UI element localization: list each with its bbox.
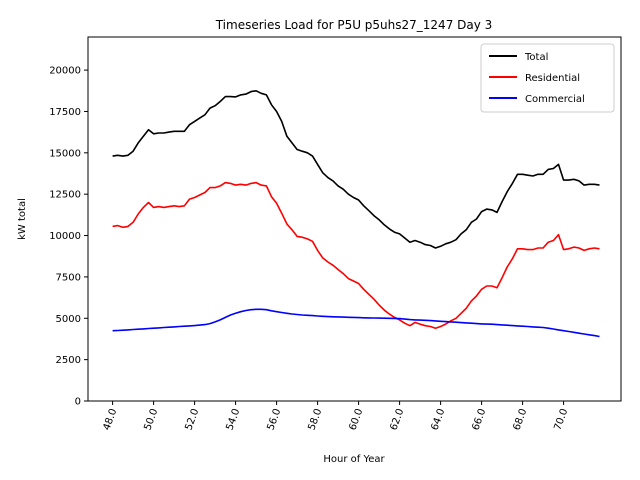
series-line-residential [112, 181, 600, 330]
legend-label-total: Total [524, 52, 548, 63]
series-line-total [112, 90, 600, 249]
y-tick-label: 10000 [49, 231, 81, 242]
legend-label-commercial: Commercial [525, 94, 585, 105]
series-line-commercial [112, 308, 600, 338]
y-tick-label: 7500 [56, 272, 81, 283]
legend-box [480, 43, 615, 113]
y-tick-label: 15000 [49, 148, 81, 159]
y-axis: 0 2500 5000 7500 10000 12500 15000 17500 20000 [49, 66, 88, 408]
y-tick-label: 20000 [49, 66, 81, 77]
y-tick-label: 0 [75, 397, 81, 408]
y-tick-label: 17500 [49, 107, 81, 118]
legend-label-residential: Residential [525, 73, 580, 84]
plot-area [112, 90, 600, 338]
plot-frame [87, 36, 622, 402]
chart-title: Timeseries Load for P5U p5uhs27_1247 Day… [215, 18, 493, 32]
y-tick-label: 5000 [56, 314, 81, 325]
y-axis-label: kW total [17, 198, 28, 240]
x-axis-label: Hour of Year [323, 454, 385, 465]
y-tick-label: 2500 [56, 355, 81, 366]
legend: Total Residential Commercial [480, 43, 615, 113]
x-axis: 48.0 50.0 52.0 54.0 56.0 58.0 60.0 62.0 64.0 66.0… [101, 401, 570, 432]
y-tick-label: 12500 [49, 190, 81, 201]
